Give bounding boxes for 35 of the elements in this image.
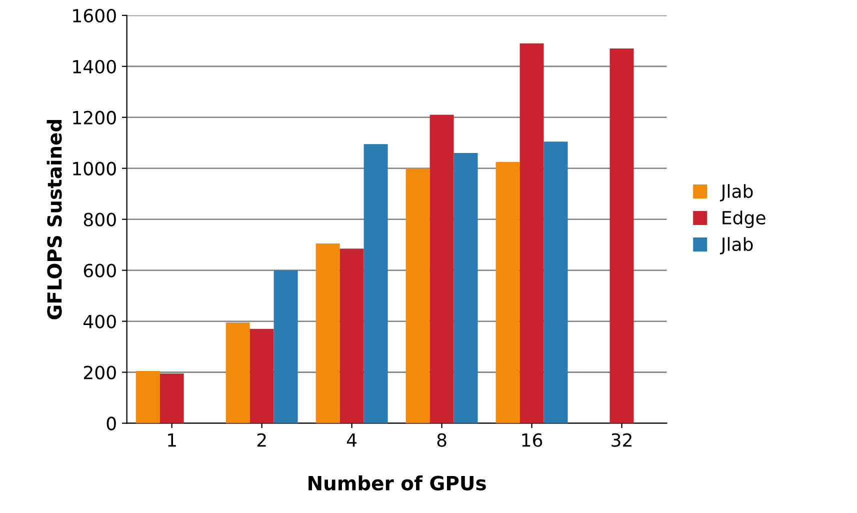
bar — [160, 374, 184, 424]
bar — [226, 322, 250, 424]
bar — [136, 370, 160, 424]
legend-label: Jlab — [720, 184, 753, 202]
bar — [250, 328, 274, 424]
bar — [430, 114, 454, 424]
x-tick-label: 2 — [257, 433, 266, 447]
x-tick-label: 1 — [168, 434, 176, 447]
y-tick-label: 1200 — [73, 110, 116, 124]
x-tick-label: 32 — [612, 433, 632, 447]
bar — [316, 244, 340, 424]
y-tick-label: 600 — [84, 264, 116, 278]
legend-label: Jlab — [720, 237, 753, 254]
y-tick-label: 800 — [84, 212, 116, 226]
y-tick-label: 400 — [84, 314, 116, 328]
x-tick-label: 16 — [522, 433, 542, 447]
y-tick-label: 1000 — [73, 162, 116, 176]
y-tick-label: 0 — [106, 416, 116, 430]
x-tick-label: 8 — [437, 433, 446, 447]
y-tick-label: 200 — [84, 366, 116, 380]
bar — [364, 144, 388, 424]
x-tick-label: 4 — [346, 434, 357, 447]
bar — [610, 48, 634, 424]
bar — [544, 142, 568, 424]
legend-label: Edge — [722, 210, 766, 228]
bar — [274, 270, 298, 424]
x-axis-title: Number of GPUs — [308, 475, 486, 490]
bar — [406, 168, 430, 424]
bar — [520, 43, 544, 424]
y-tick-label: 1600 — [73, 8, 116, 23]
y-axis-title: GFLOPS Sustained — [46, 120, 62, 320]
bar — [340, 248, 364, 424]
bar — [454, 153, 478, 424]
bar — [496, 162, 520, 424]
y-tick-label: 1400 — [73, 60, 116, 74]
